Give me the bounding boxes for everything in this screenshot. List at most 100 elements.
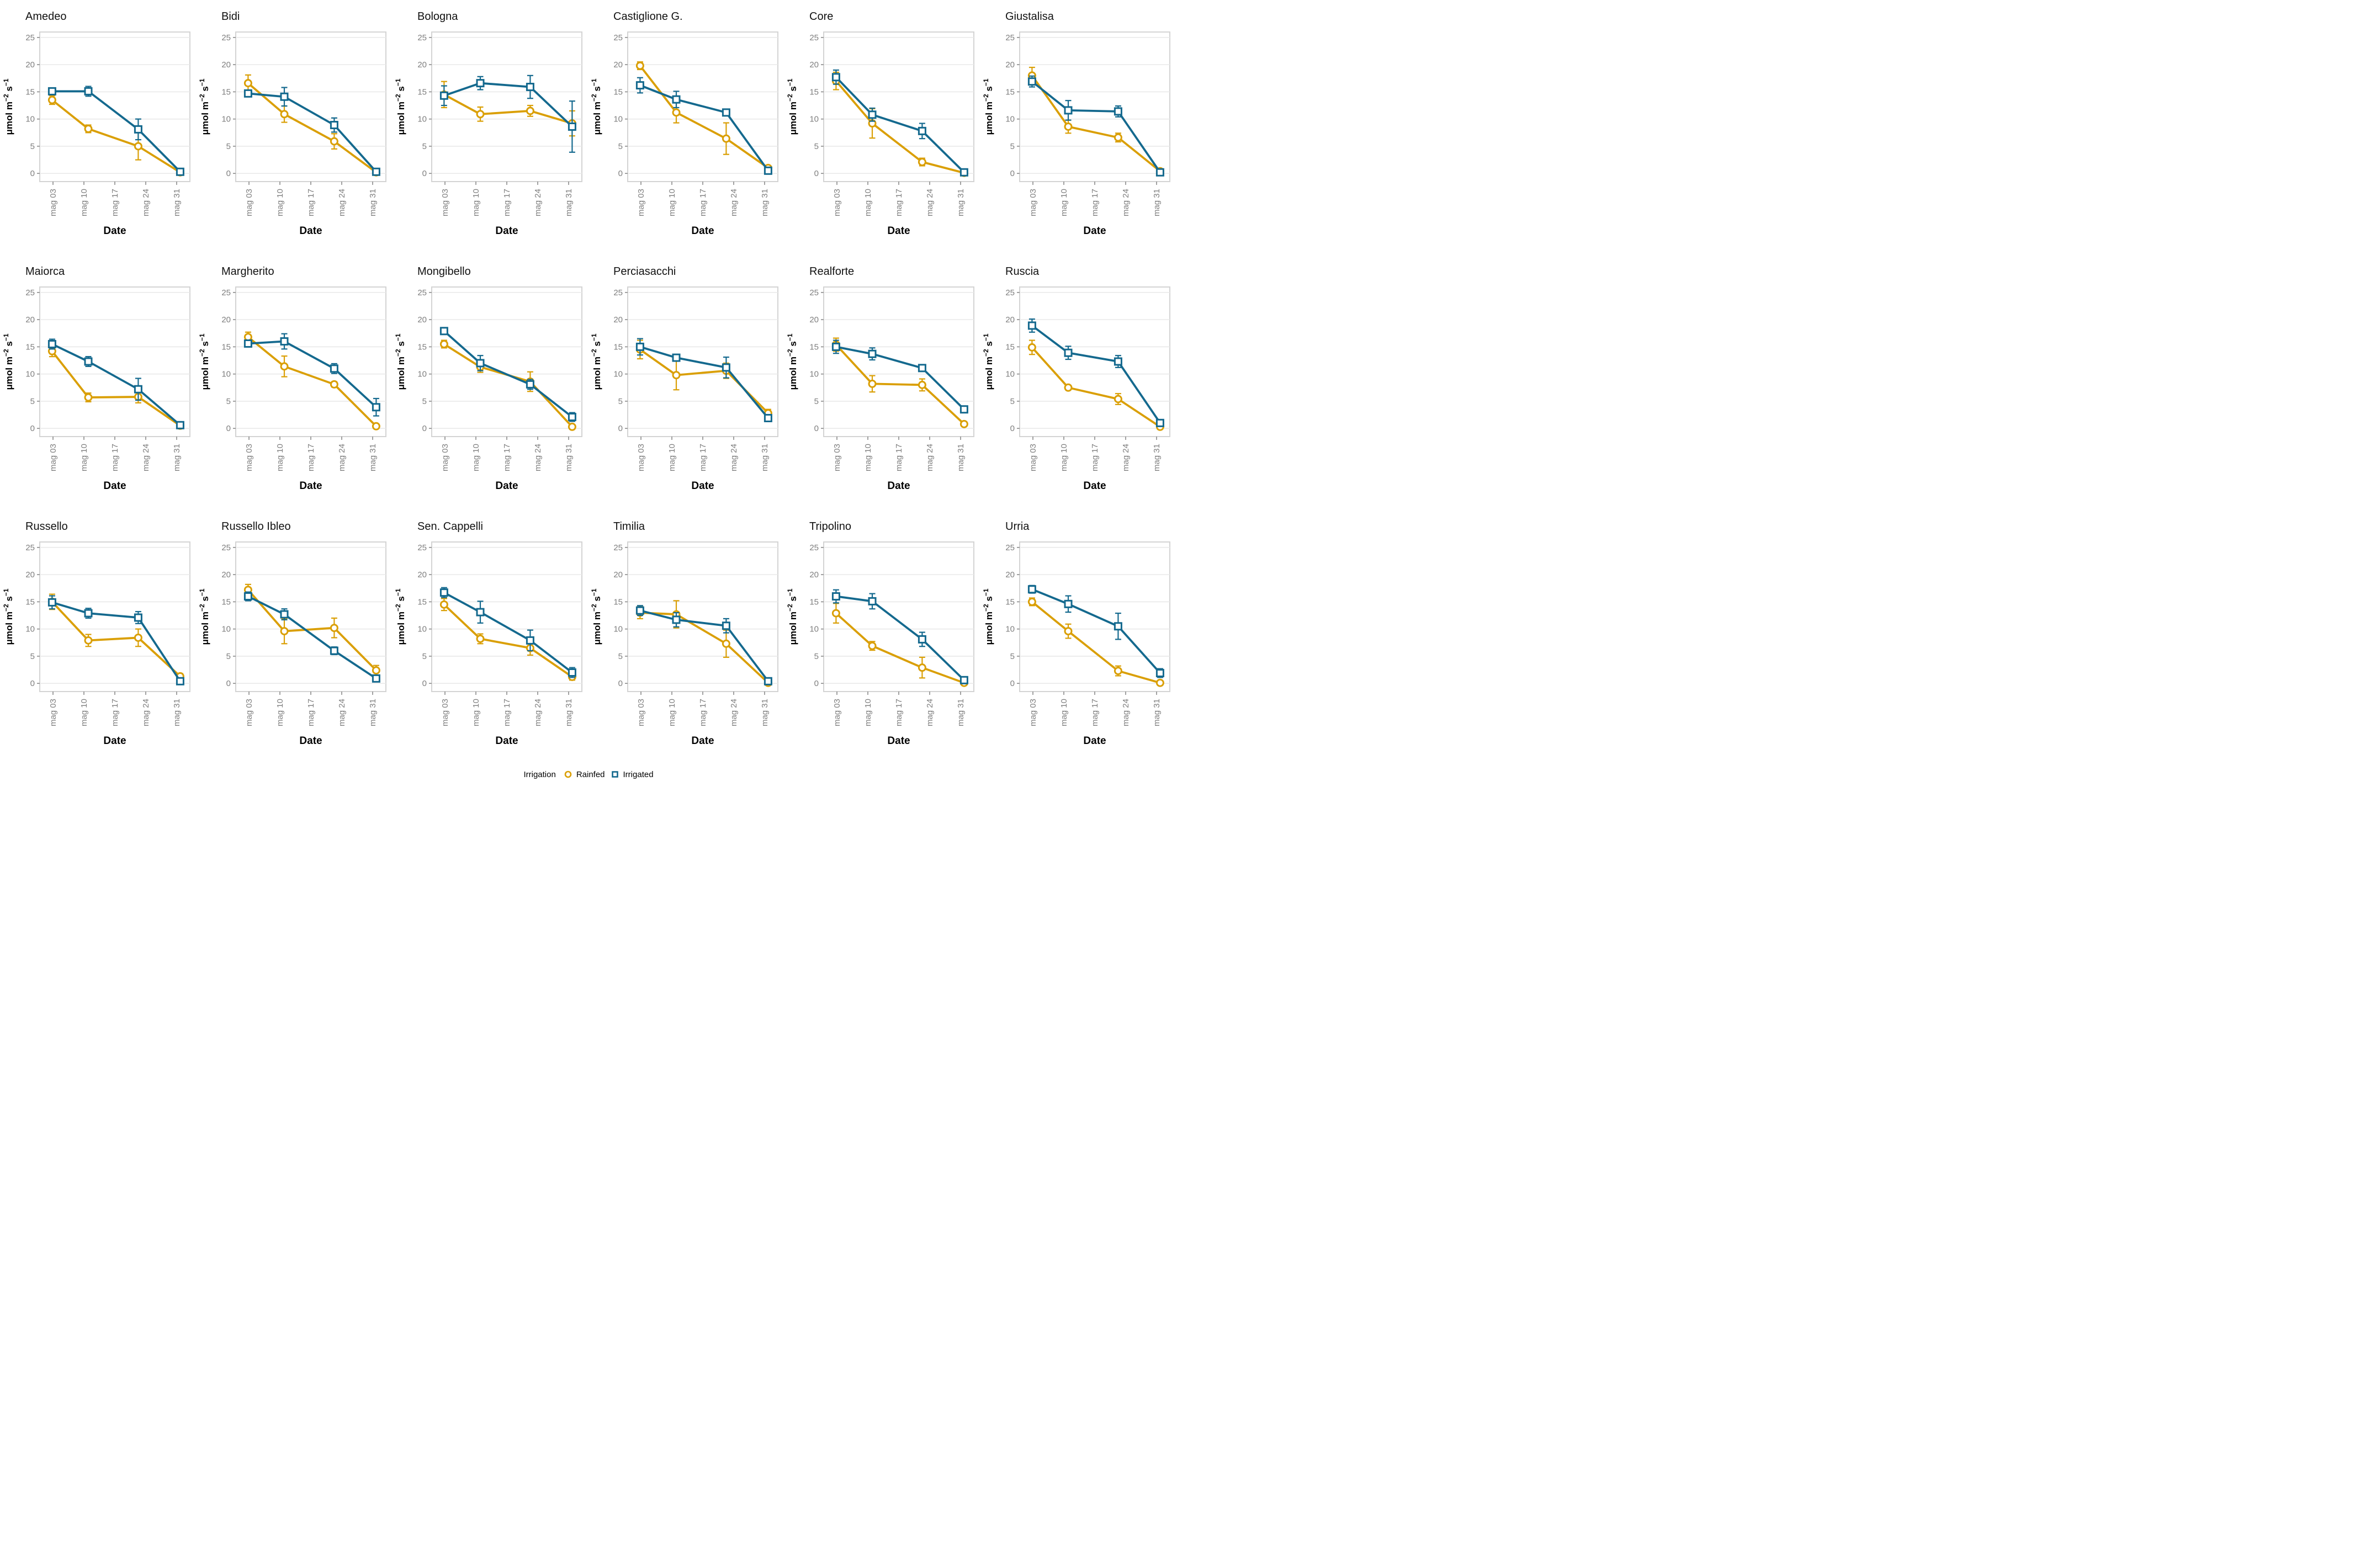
y-tick-label: 20 [613, 570, 623, 580]
x-tick-label: mag 10 [79, 189, 89, 216]
x-tick-label: mag 03 [441, 189, 450, 216]
facet-cell-bidi: Bidi 0 5 10 15 20 25 mag 03 mag 10 mag 17 mag 24 ma… [196, 0, 392, 255]
x-tick-label: mag 03 [637, 699, 646, 726]
series-irrigated [47, 338, 184, 429]
x-tick-label: mag 03 [441, 699, 450, 726]
facet-chart-giustalisa: Giustalisa 0 5 10 15 20 25 mag 03 mag 10 mag 17 ma… [982, 10, 1170, 237]
facet-cell-castiglione-g: Castiglione G. 0 5 10 15 20 25 mag 03 mag 10 mag … [588, 0, 784, 255]
x-tick-label: mag 17 [306, 699, 316, 726]
x-tick-label: mag 03 [833, 699, 842, 726]
facet-cell-russello: Russello 0 5 10 15 20 25 mag 03 mag 10 mag 17 mag … [0, 510, 196, 765]
y-axis-title: μmol m−2 s−1 [590, 333, 602, 390]
facet-title: Realforte [809, 265, 854, 278]
facet-chart-russello-ibleo: Russello Ibleo 0 5 10 15 20 25 mag 03 mag 10 mag … [198, 520, 386, 747]
y-axis-title: μmol m−2 s−1 [198, 78, 210, 135]
y-tick-label: 10 [25, 625, 35, 634]
facet-title: Urria [1005, 520, 1030, 533]
series-rainfed [1027, 597, 1164, 687]
y-tick-label: 25 [25, 33, 35, 42]
y-tick-label: 25 [613, 288, 623, 297]
x-tick-label: mag 31 [760, 444, 770, 471]
x-tick-label: mag 03 [637, 189, 646, 216]
x-tick-label: mag 17 [1090, 699, 1100, 726]
y-tick-label: 10 [1005, 115, 1015, 124]
irrigated-square-icon [611, 771, 618, 778]
x-axis-title: Date [1083, 735, 1106, 747]
x-tick-label: mag 31 [564, 444, 574, 471]
facet-cell-sen-cappelli: Sen. Cappelli 0 5 10 15 20 25 mag 03 mag 10 mag 1… [392, 510, 588, 765]
y-tick-label: 5 [30, 397, 35, 406]
y-tick-label: 15 [25, 87, 35, 97]
legend-title: Irrigation [523, 769, 556, 779]
legend-entry-irrigated: Irrigated [611, 770, 654, 779]
y-axis-title: μmol m−2 s−1 [394, 333, 406, 390]
x-axis-title: Date [103, 480, 126, 492]
facet-title: Tripolino [809, 520, 851, 533]
facet-cell-bologna: Bologna 0 5 10 15 20 25 mag 03 mag 10 mag 17 mag 2… [392, 0, 588, 255]
x-tick-label: mag 03 [1028, 699, 1038, 726]
y-tick-label: 15 [613, 342, 623, 352]
y-tick-label: 20 [613, 60, 623, 70]
x-tick-label: mag 24 [141, 189, 151, 216]
x-tick-label: mag 24 [533, 699, 543, 726]
x-tick-label: mag 03 [1028, 189, 1038, 216]
y-tick-label: 15 [25, 597, 35, 607]
facet-cell-tripolino: Tripolino 0 5 10 15 20 25 mag 03 mag 10 mag 17 mag… [784, 510, 980, 765]
x-tick-label: mag 24 [141, 444, 151, 471]
y-axis-title: μmol m−2 s−1 [590, 78, 602, 135]
facet-grid: Amedeo 0 5 10 15 20 25 mag 03 mag 10 mag 17 mag 24… [0, 0, 1176, 765]
y-tick-label: 0 [30, 679, 35, 688]
facet-cell-ruscia: Ruscia 0 5 10 15 20 25 mag 03 mag 10 mag 17 mag 24… [980, 255, 1176, 510]
y-tick-label: 10 [613, 370, 623, 379]
y-axis-title: μmol m−2 s−1 [198, 333, 210, 390]
y-tick-label: 5 [814, 397, 819, 406]
y-tick-label: 20 [417, 60, 427, 70]
x-axis-title: Date [1083, 225, 1106, 237]
y-tick-label: 20 [809, 315, 819, 325]
y-axis-title: μmol m−2 s−1 [982, 588, 994, 645]
y-tick-label: 20 [221, 570, 231, 580]
y-tick-label: 10 [221, 625, 231, 634]
x-tick-label: mag 24 [533, 444, 543, 471]
y-tick-label: 20 [25, 315, 35, 325]
y-tick-label: 5 [30, 652, 35, 661]
x-tick-label: mag 10 [1059, 189, 1069, 216]
x-tick-label: mag 17 [306, 189, 316, 216]
x-tick-label: mag 03 [441, 444, 450, 471]
y-tick-label: 25 [1005, 33, 1015, 42]
legend-entry-rainfed: Rainfed [564, 770, 605, 779]
y-tick-label: 0 [226, 679, 231, 688]
y-tick-label: 10 [809, 370, 819, 379]
y-tick-label: 25 [809, 33, 819, 42]
y-tick-label: 15 [809, 87, 819, 97]
x-tick-label: mag 17 [502, 189, 512, 216]
rainfed-circle-icon [564, 770, 572, 778]
y-tick-label: 5 [422, 652, 427, 661]
x-tick-label: mag 17 [894, 699, 904, 726]
series-irrigated [439, 75, 576, 153]
series-irrigated [243, 591, 380, 683]
x-tick-label: mag 03 [637, 444, 646, 471]
facet-chart-tripolino: Tripolino 0 5 10 15 20 25 mag 03 mag 10 mag 17 mag… [786, 520, 974, 747]
y-tick-label: 15 [1005, 597, 1015, 607]
y-tick-label: 15 [417, 87, 427, 97]
series-irrigated [47, 595, 184, 685]
y-axis-title: μmol m−2 s−1 [2, 78, 14, 135]
x-tick-label: mag 17 [502, 444, 512, 471]
y-axis-title: μmol m−2 s−1 [2, 333, 14, 390]
y-tick-label: 25 [417, 33, 427, 42]
x-axis-title: Date [299, 735, 322, 747]
x-tick-label: mag 10 [79, 444, 89, 471]
series-irrigated [831, 69, 968, 177]
y-tick-label: 15 [809, 597, 819, 607]
y-tick-label: 5 [1010, 142, 1015, 151]
y-tick-label: 25 [417, 288, 427, 297]
y-tick-label: 10 [25, 115, 35, 124]
x-tick-label: mag 03 [49, 189, 58, 216]
y-tick-label: 0 [814, 424, 819, 433]
x-axis-title: Date [691, 735, 714, 747]
facet-title: Amedeo [25, 10, 67, 23]
x-tick-label: mag 24 [925, 444, 935, 471]
facet-cell-russello-ibleo: Russello Ibleo 0 5 10 15 20 25 mag 03 mag 10 mag … [196, 510, 392, 765]
x-tick-label: mag 31 [368, 189, 378, 216]
